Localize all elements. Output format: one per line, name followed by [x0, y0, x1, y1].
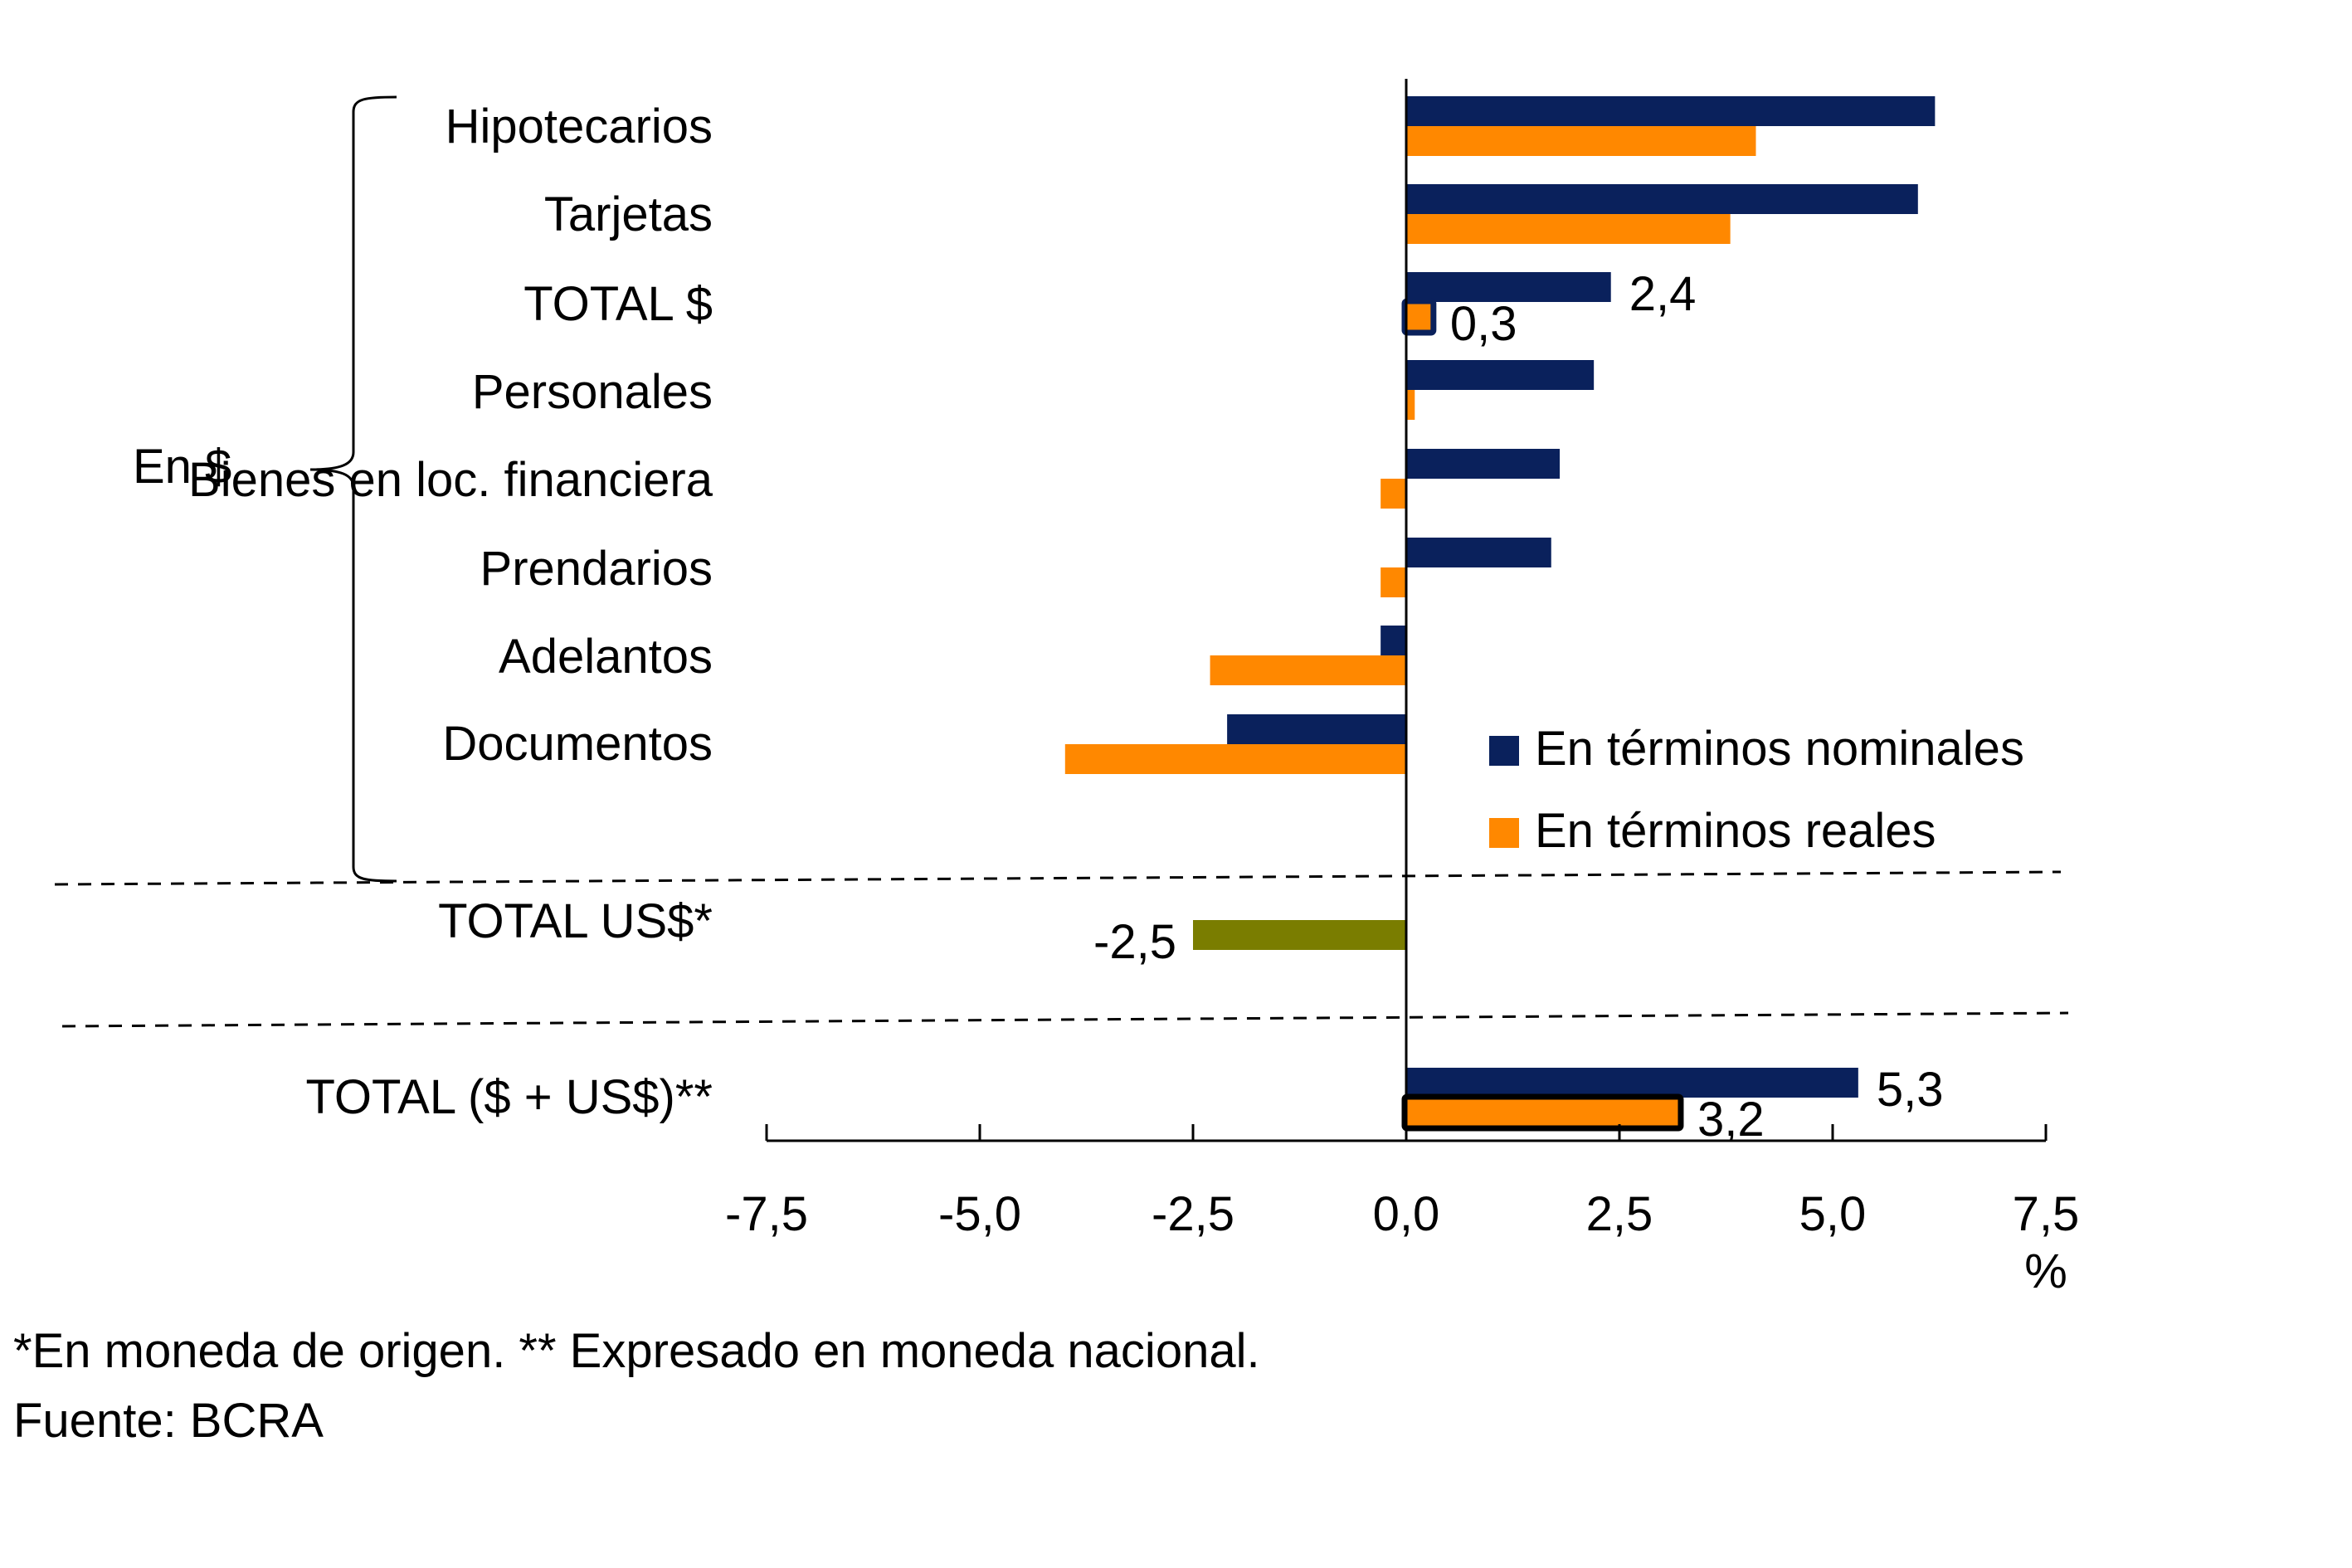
- category-label-documentos: Documentos: [442, 717, 713, 771]
- x-tick-label: 5,0: [1799, 1187, 1867, 1241]
- x-tick-label: 0,0: [1373, 1187, 1440, 1241]
- bars-layer: [1064, 96, 1936, 1132]
- highlight-box-total: [1401, 298, 1437, 336]
- category-label-prendarios: Prendarios: [480, 542, 713, 596]
- bar-prendarios-en-t-rminos-nominales: [1406, 538, 1551, 567]
- legend-label-nominal: En términos nominales: [1535, 722, 2024, 776]
- bar-bienes-en-loc-financiera-en-t-rminos-nominales: [1406, 449, 1561, 479]
- data-label-total-en-t-rminos-nominales: 2,4: [1629, 267, 1697, 321]
- footnote-note: *En moneda de origen. ** Expresado en mo…: [13, 1324, 1260, 1378]
- bar-adelantos-en-t-rminos-reales: [1210, 655, 1406, 685]
- bar-documentos-en-t-rminos-reales: [1064, 744, 1406, 774]
- legend: En términos nominales En términos reales: [1489, 722, 2024, 858]
- category-label-bienes-en-loc-financiera: Bienes en loc. financiera: [188, 453, 713, 507]
- bar-documentos-en-t-rminos-nominales: [1227, 714, 1406, 744]
- category-label-hipotecarios: Hipotecarios: [446, 100, 713, 153]
- data-label-total-us-en-t-rminos-nominales: 5,3: [1877, 1063, 1944, 1117]
- x-tick-label: 7,5: [2013, 1187, 2080, 1241]
- bar-prendarios-en-t-rminos-reales: [1381, 567, 1406, 597]
- legend-swatch-real: [1489, 818, 1519, 848]
- group-brace: [309, 95, 397, 883]
- bar-hipotecarios-en-t-rminos-reales: [1406, 126, 1756, 156]
- bar-total-us-en-t-rminos-nominales: [1406, 1068, 1858, 1098]
- footnote-source: Fuente: BCRA: [13, 1394, 324, 1448]
- bar-adelantos-en-t-rminos-nominales: [1381, 626, 1406, 655]
- bar-hipotecarios-en-t-rminos-nominales: [1406, 96, 1936, 126]
- separator-line-upper: [54, 870, 2062, 886]
- legend-label-real: En términos reales: [1535, 804, 1936, 858]
- data-labels: 2,4 0,3 -2,5 5,3 3,2: [1093, 267, 1943, 1147]
- bar-total-us-total-us-moneda-de-origen: [1193, 920, 1406, 950]
- category-labels: Hipotecarios Tarjetas TOTAL $ Personales Bie…: [188, 100, 713, 1124]
- category-label-tarjetas: Tarjetas: [544, 187, 713, 241]
- separators: [54, 870, 2069, 1028]
- x-tick-label: 2,5: [1586, 1187, 1653, 1241]
- category-label-total-us: TOTAL ($ + US$)**: [306, 1070, 713, 1124]
- data-label-total-en-t-rminos-reales: 0,3: [1450, 297, 1517, 351]
- bar-personales-en-t-rminos-nominales: [1406, 360, 1595, 390]
- x-axis-unit-label: %: [2024, 1244, 2067, 1298]
- group-label: En $: [133, 440, 231, 494]
- x-axis: -7,5 -5,0 -2,5 0,0 2,5 5,0 7,5: [725, 1124, 2079, 1241]
- highlight-box-total-us: [1401, 1093, 1684, 1132]
- x-tick-label: -7,5: [725, 1187, 808, 1241]
- category-label-personales: Personales: [472, 365, 713, 419]
- bar-total-en-t-rminos-nominales: [1406, 272, 1611, 302]
- x-tick-label: -2,5: [1152, 1187, 1234, 1241]
- category-label-total: TOTAL $: [523, 277, 713, 331]
- data-label-total-us-en-t-rminos-reales: 3,2: [1697, 1093, 1765, 1147]
- category-label-total-us: TOTAL US$*: [438, 894, 713, 948]
- data-label-total-us-total-us-moneda-de-origen: -2,5: [1093, 915, 1176, 969]
- bar-tarjetas-en-t-rminos-nominales: [1406, 184, 1918, 214]
- x-tick-label: -5,0: [938, 1187, 1021, 1241]
- bar-bienes-en-loc-financiera-en-t-rminos-reales: [1381, 479, 1406, 509]
- separator-line-lower: [61, 1011, 2069, 1028]
- category-label-adelantos: Adelantos: [499, 630, 713, 684]
- bar-personales-en-t-rminos-reales: [1406, 390, 1415, 420]
- legend-swatch-nominal: [1489, 736, 1519, 766]
- bar-total-en-t-rminos-reales: [1406, 302, 1432, 332]
- bar-total-us-en-t-rminos-reales: [1406, 1098, 1679, 1127]
- bar-tarjetas-en-t-rminos-reales: [1406, 214, 1731, 244]
